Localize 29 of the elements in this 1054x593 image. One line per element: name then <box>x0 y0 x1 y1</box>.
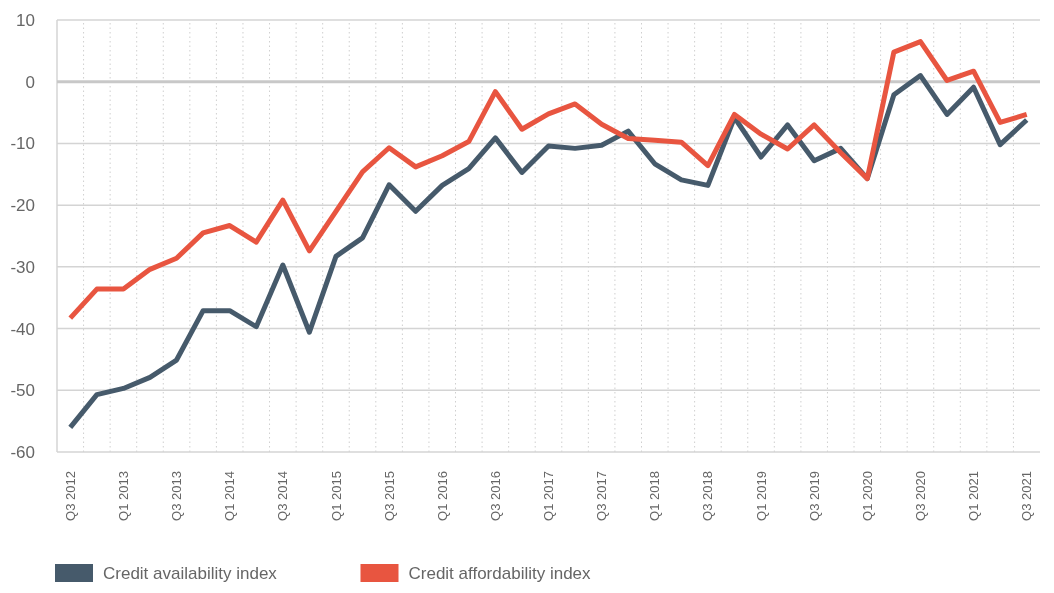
x-tick-label: Q1 2016 <box>434 471 450 521</box>
x-tick-label: Q3 2020 <box>913 471 928 521</box>
y-tick-label: -30 <box>10 257 35 277</box>
x-tick-label: Q3 2018 <box>700 471 716 521</box>
x-tick-label: Q3 2019 <box>806 471 822 521</box>
x-tick-label: Q1 2020 <box>859 471 875 521</box>
x-tick-label: Q1 2014 <box>222 471 238 521</box>
y-tick-label: -40 <box>10 319 35 339</box>
y-tick-label: 0 <box>25 72 35 92</box>
x-tick-label: Q3 2014 <box>275 471 291 521</box>
x-tick-label: Q3 2015 <box>381 471 397 521</box>
y-tick-label: -60 <box>10 442 35 462</box>
x-tick-label: Q3 2021 <box>1019 471 1035 521</box>
x-tick-label: Q3 2017 <box>594 471 610 521</box>
y-tick-label: -50 <box>10 381 35 401</box>
x-tick-label: Q1 2018 <box>647 471 663 521</box>
y-tick-label: -20 <box>10 196 35 216</box>
x-tick-label: Q3 2012 <box>62 471 78 521</box>
x-tick-label: Q1 2017 <box>541 471 557 521</box>
x-tick-label: Q3 2016 <box>487 471 503 521</box>
x-tick-label: Q1 2013 <box>115 471 131 521</box>
legend-label: Credit availability index <box>103 563 278 583</box>
legend-label: Credit affordability index <box>408 563 592 583</box>
y-tick-label: 10 <box>16 10 35 30</box>
y-tick-label: -10 <box>10 134 35 154</box>
x-tick-label: Q1 2021 <box>966 471 982 521</box>
x-tick-label: Q1 2019 <box>753 471 769 521</box>
x-tick-label: Q3 2013 <box>169 471 185 521</box>
x-tick-label: Q1 2015 <box>328 471 344 521</box>
